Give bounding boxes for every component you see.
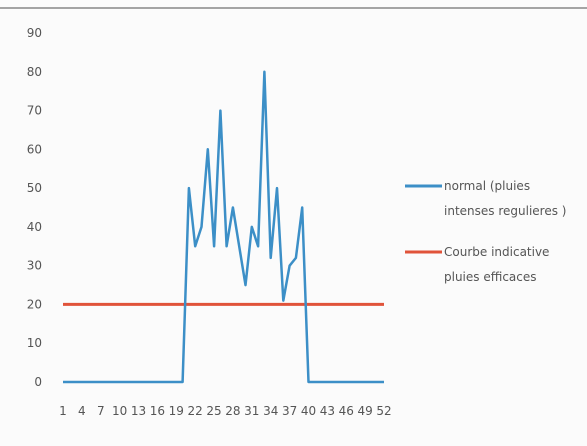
x-tick-label: 7 — [97, 404, 105, 418]
legend-label: normal (pluies — [444, 179, 530, 193]
legend-label: pluies efficaces — [444, 270, 537, 284]
y-tick-label: 20 — [27, 297, 42, 311]
y-axis: 0 10 20 30 40 50 60 70 80 90 — [27, 26, 42, 389]
x-tick-label: 4 — [78, 404, 86, 418]
legend: normal (pluies intenses regulieres ) Courb… — [405, 179, 566, 284]
x-tick-label: 52 — [376, 404, 391, 418]
x-tick-label: 13 — [131, 404, 146, 418]
y-tick-label: 30 — [27, 259, 42, 273]
y-tick-label: 50 — [27, 181, 42, 195]
y-tick-label: 0 — [34, 375, 42, 389]
x-tick-label: 28 — [225, 404, 240, 418]
y-tick-label: 60 — [27, 142, 42, 156]
x-tick-label: 34 — [263, 404, 278, 418]
x-axis: 1 4 7 10 13 16 19 22 25 28 31 34 37 40 43 46 49 52 — [59, 404, 391, 418]
x-tick-label: 31 — [244, 404, 259, 418]
x-tick-label: 10 — [112, 404, 127, 418]
y-tick-label: 90 — [27, 26, 42, 40]
x-tick-label: 43 — [320, 404, 335, 418]
x-tick-label: 49 — [357, 404, 372, 418]
y-tick-label: 70 — [27, 104, 42, 118]
legend-label: Courbe indicative — [444, 245, 549, 259]
x-tick-label: 22 — [188, 404, 203, 418]
x-tick-label: 1 — [59, 404, 67, 418]
x-tick-label: 19 — [169, 404, 184, 418]
y-tick-label: 10 — [27, 336, 42, 350]
series-line-normal — [63, 70, 384, 384]
x-tick-label: 16 — [150, 404, 165, 418]
x-tick-label: 25 — [206, 404, 221, 418]
series-layer — [63, 70, 384, 384]
y-tick-label: 80 — [27, 65, 42, 79]
x-tick-label: 46 — [339, 404, 354, 418]
x-tick-label: 37 — [282, 404, 297, 418]
y-tick-label: 40 — [27, 220, 42, 234]
legend-label: intenses regulieres ) — [444, 204, 566, 218]
x-tick-label: 40 — [301, 404, 316, 418]
